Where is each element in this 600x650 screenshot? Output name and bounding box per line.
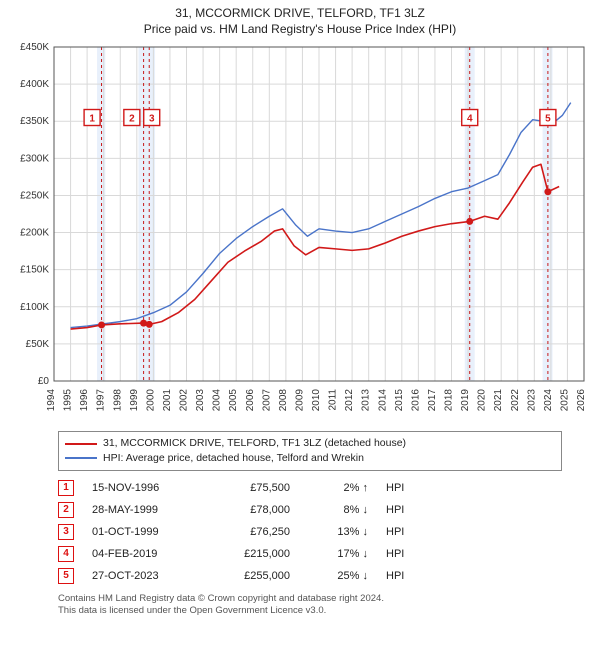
legend-label: 31, MCCORMICK DRIVE, TELFORD, TF1 3LZ (d… (103, 436, 406, 451)
legend-label: HPI: Average price, detached house, Telf… (103, 451, 364, 466)
sale-pct: 25% ↓ (308, 570, 368, 582)
sale-price: £75,500 (210, 482, 290, 494)
svg-text:2007: 2007 (261, 389, 272, 412)
svg-text:£200K: £200K (20, 228, 49, 239)
svg-text:2001: 2001 (162, 389, 173, 412)
chart-title: 31, MCCORMICK DRIVE, TELFORD, TF1 3LZ (8, 6, 592, 22)
svg-text:£350K: £350K (20, 116, 49, 127)
sale-date: 28-MAY-1999 (92, 504, 192, 516)
svg-text:2: 2 (129, 114, 135, 125)
sale-price: £255,000 (210, 570, 290, 582)
svg-text:£250K: £250K (20, 191, 49, 202)
sale-hpi-label: HPI (386, 482, 436, 494)
chart-area: £0 £50K £100K £150K £200K £250K £300K £350K £400… (8, 37, 592, 427)
svg-text:2003: 2003 (195, 389, 206, 412)
svg-text:2013: 2013 (361, 389, 372, 412)
svg-text:2006: 2006 (245, 389, 256, 412)
sale-index-badge: 3 (58, 524, 74, 540)
sale-date: 27-OCT-2023 (92, 570, 192, 582)
svg-text:2018: 2018 (444, 389, 455, 412)
svg-text:2023: 2023 (526, 389, 537, 412)
svg-text:£50K: £50K (26, 339, 50, 350)
sale-pct: 8% ↓ (308, 504, 368, 516)
sale-date: 04-FEB-2019 (92, 548, 192, 560)
sales-row: 3 01-OCT-1999 £76,250 13% ↓ HPI (58, 521, 562, 543)
svg-text:£300K: £300K (20, 154, 49, 165)
svg-text:2024: 2024 (543, 389, 554, 412)
svg-text:2014: 2014 (377, 389, 388, 412)
legend-swatch (65, 443, 97, 445)
sale-index-badge: 2 (58, 502, 74, 518)
svg-text:2021: 2021 (493, 389, 504, 412)
svg-text:2005: 2005 (228, 389, 239, 412)
svg-text:2016: 2016 (410, 389, 421, 412)
legend-swatch (65, 457, 97, 459)
svg-text:2020: 2020 (477, 389, 488, 412)
svg-text:2015: 2015 (394, 389, 405, 412)
svg-text:2008: 2008 (278, 389, 289, 412)
page-root: 31, MCCORMICK DRIVE, TELFORD, TF1 3LZ Pr… (0, 0, 600, 650)
svg-text:2019: 2019 (460, 389, 471, 412)
sale-hpi-label: HPI (386, 570, 436, 582)
svg-text:£100K: £100K (20, 302, 49, 313)
sale-price: £78,000 (210, 504, 290, 516)
sale-hpi-label: HPI (386, 504, 436, 516)
svg-text:2026: 2026 (576, 389, 587, 412)
sale-index-badge: 1 (58, 480, 74, 496)
footer-text: Contains HM Land Registry data © Crown c… (58, 593, 562, 618)
legend-row: 31, MCCORMICK DRIVE, TELFORD, TF1 3LZ (d… (65, 436, 555, 451)
sales-row: 5 27-OCT-2023 £255,000 25% ↓ HPI (58, 565, 562, 587)
svg-text:2012: 2012 (344, 389, 355, 412)
chart-subtitle: Price paid vs. HM Land Registry's House … (8, 22, 592, 38)
svg-text:2002: 2002 (179, 389, 190, 412)
sales-row: 2 28-MAY-1999 £78,000 8% ↓ HPI (58, 499, 562, 521)
svg-text:2000: 2000 (145, 389, 156, 412)
svg-text:2017: 2017 (427, 389, 438, 412)
sale-index-badge: 4 (58, 546, 74, 562)
sale-index-badge: 5 (58, 568, 74, 584)
svg-text:3: 3 (149, 114, 155, 125)
svg-text:£400K: £400K (20, 79, 49, 90)
svg-text:2025: 2025 (559, 389, 570, 412)
svg-text:£150K: £150K (20, 265, 49, 276)
sale-date: 01-OCT-1999 (92, 526, 192, 538)
sales-row: 1 15-NOV-1996 £75,500 2% ↑ HPI (58, 477, 562, 499)
svg-text:1996: 1996 (79, 389, 90, 412)
svg-text:£0: £0 (38, 376, 50, 387)
sale-pct: 13% ↓ (308, 526, 368, 538)
svg-text:1997: 1997 (96, 389, 107, 412)
svg-text:1: 1 (89, 114, 95, 125)
svg-text:1995: 1995 (63, 389, 74, 412)
sale-price: £76,250 (210, 526, 290, 538)
svg-text:2009: 2009 (294, 389, 305, 412)
svg-text:2004: 2004 (212, 389, 223, 412)
footer-line: Contains HM Land Registry data © Crown c… (58, 593, 562, 605)
sale-hpi-label: HPI (386, 548, 436, 560)
svg-text:5: 5 (545, 114, 551, 125)
sale-price: £215,000 (210, 548, 290, 560)
svg-text:2011: 2011 (328, 389, 339, 411)
svg-text:2010: 2010 (311, 389, 322, 412)
svg-text:1999: 1999 (129, 389, 140, 412)
line-chart-svg: £0 £50K £100K £150K £200K £250K £300K £350K £400… (8, 37, 592, 427)
sales-row: 4 04-FEB-2019 £215,000 17% ↓ HPI (58, 543, 562, 565)
legend-box: 31, MCCORMICK DRIVE, TELFORD, TF1 3LZ (d… (58, 431, 562, 470)
svg-text:2022: 2022 (510, 389, 521, 412)
sale-pct: 17% ↓ (308, 548, 368, 560)
sale-date: 15-NOV-1996 (92, 482, 192, 494)
sale-hpi-label: HPI (386, 526, 436, 538)
svg-text:£450K: £450K (20, 42, 49, 53)
footer-line: This data is licensed under the Open Gov… (58, 605, 562, 617)
svg-text:4: 4 (467, 114, 473, 125)
sales-table: 1 15-NOV-1996 £75,500 2% ↑ HPI 2 28-MAY-1999 £7… (58, 477, 562, 587)
svg-text:1998: 1998 (112, 389, 123, 412)
legend-row: HPI: Average price, detached house, Telf… (65, 451, 555, 466)
sale-pct: 2% ↑ (308, 482, 368, 494)
svg-text:1994: 1994 (46, 389, 57, 412)
